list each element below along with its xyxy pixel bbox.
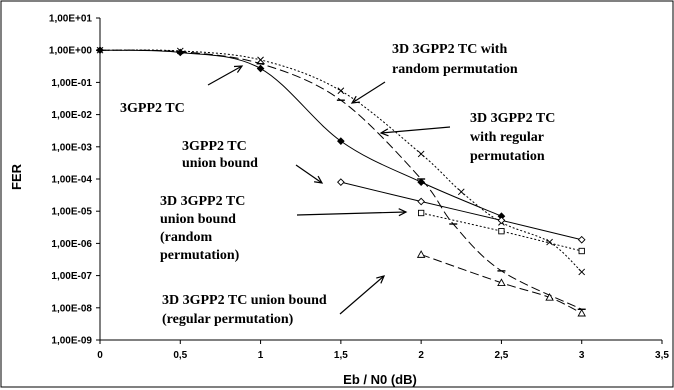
y-axis-title: FER xyxy=(9,163,24,190)
arrow-head xyxy=(379,128,389,137)
series-6 xyxy=(416,250,586,317)
data-point xyxy=(497,216,506,225)
annotation-4: 3GPP2 TC union bound xyxy=(182,139,258,171)
x-axis-title: Eb / N0 (dB) xyxy=(343,372,417,387)
arrow-head xyxy=(350,95,361,104)
data-point xyxy=(417,209,425,217)
series-4 xyxy=(337,178,586,244)
data-point xyxy=(545,292,554,301)
arrow-head xyxy=(314,175,324,184)
x-tick-label: 3,5 xyxy=(655,350,669,361)
annotation-arrow xyxy=(351,81,386,104)
data-point xyxy=(578,247,585,255)
annotation-line: permutation) xyxy=(160,248,240,263)
annotation-arrow xyxy=(207,65,243,86)
data-point xyxy=(577,308,586,317)
annotation-line: permutation xyxy=(470,149,545,164)
data-point xyxy=(416,250,426,258)
y-tick-label: 1,00E-02 xyxy=(51,110,92,121)
annotation-2: 3GPP2 TC xyxy=(120,101,185,116)
annotation-5: 3D 3GPP2 TC union bound (random permutation… xyxy=(160,194,245,263)
annotation-line: random permutation xyxy=(392,62,518,77)
y-tick-label: 1,00E-06 xyxy=(51,239,92,250)
annotation-line: (regular permutation) xyxy=(162,312,294,327)
data-point xyxy=(417,150,425,158)
series-2 xyxy=(96,49,586,310)
series-layer xyxy=(96,46,586,317)
y-tick-label: 1,00E-01 xyxy=(51,78,92,89)
x-tick-label: 2,5 xyxy=(494,350,508,361)
data-point xyxy=(256,64,265,73)
annotation-6: 3D 3GPP2 TC union bound (regular permutat… xyxy=(162,293,327,327)
y-tick-label: 1,00E+00 xyxy=(49,46,93,57)
annotation-line: 3D 3GPP2 TC xyxy=(470,111,555,126)
y-tick-label: 1,00E-07 xyxy=(51,271,92,282)
y-tick-label: 1,00E-08 xyxy=(51,303,92,314)
annotation-3: 3D 3GPP2 TC with regular permutation xyxy=(470,111,555,164)
data-point xyxy=(176,47,184,55)
x-tick-label: 1,5 xyxy=(334,350,348,361)
annotation-line: 3GPP2 TC xyxy=(120,101,185,116)
data-point xyxy=(337,178,345,186)
annotation-arrow xyxy=(296,211,407,216)
series-line xyxy=(420,254,582,314)
annotations-layer: 3D 3GPP2 TC with random permutation 3GPP2 … xyxy=(120,42,555,327)
x-tick-label: 1 xyxy=(258,350,264,361)
x-tick-label: 0 xyxy=(97,350,103,361)
data-point xyxy=(578,268,586,276)
annotation-arrow xyxy=(339,275,385,315)
arrows-layer xyxy=(207,65,451,315)
arrow-head xyxy=(233,65,244,73)
series-line xyxy=(99,49,582,310)
series-3 xyxy=(96,46,586,276)
y-tick-label: 1,00E-09 xyxy=(51,336,92,347)
x-tick-label: 3 xyxy=(579,350,585,361)
data-point xyxy=(497,278,506,286)
x-tick-label: 0,5 xyxy=(173,350,187,361)
y-tick-label: 1,00E-05 xyxy=(51,207,92,218)
series-5 xyxy=(417,209,585,255)
series-line xyxy=(99,49,583,273)
data-point xyxy=(498,228,505,235)
annotation-line: (random xyxy=(160,230,212,245)
data-point xyxy=(337,87,345,95)
data-point xyxy=(577,235,586,244)
data-point xyxy=(96,46,104,54)
annotation-line: with regular xyxy=(470,130,544,145)
y-tick-label: 1,00E-04 xyxy=(51,175,92,186)
x-tick-label: 2 xyxy=(418,350,424,361)
arrow-head xyxy=(398,208,408,217)
data-point xyxy=(457,188,465,196)
arrow-head xyxy=(376,275,386,284)
annotation-line: 3D 3GPP2 TC with xyxy=(392,42,507,57)
data-point xyxy=(546,238,553,246)
axes-layer: 1,00E-09 1,00E-08 1,00E-07 1,00E-06 1,00E-05… xyxy=(49,14,669,362)
data-point xyxy=(257,56,264,64)
data-point xyxy=(337,137,345,145)
annotation-1: 3D 3GPP2 TC with random permutation xyxy=(392,42,518,77)
y-tick-label: 1,00E+01 xyxy=(49,14,93,25)
series-line xyxy=(340,181,582,241)
annotation-line: 3D 3GPP2 TC xyxy=(160,194,245,209)
annotation-line: 3GPP2 TC xyxy=(182,139,247,154)
annotation-line: 3D 3GPP2 TC union bound xyxy=(162,293,327,308)
annotation-arrow xyxy=(295,164,323,184)
y-tick-label: 1,00E-03 xyxy=(51,142,92,153)
annotation-arrow xyxy=(380,126,451,134)
data-point xyxy=(417,197,425,206)
annotation-line: union bound xyxy=(160,212,236,227)
annotation-line: union bound xyxy=(182,156,258,171)
